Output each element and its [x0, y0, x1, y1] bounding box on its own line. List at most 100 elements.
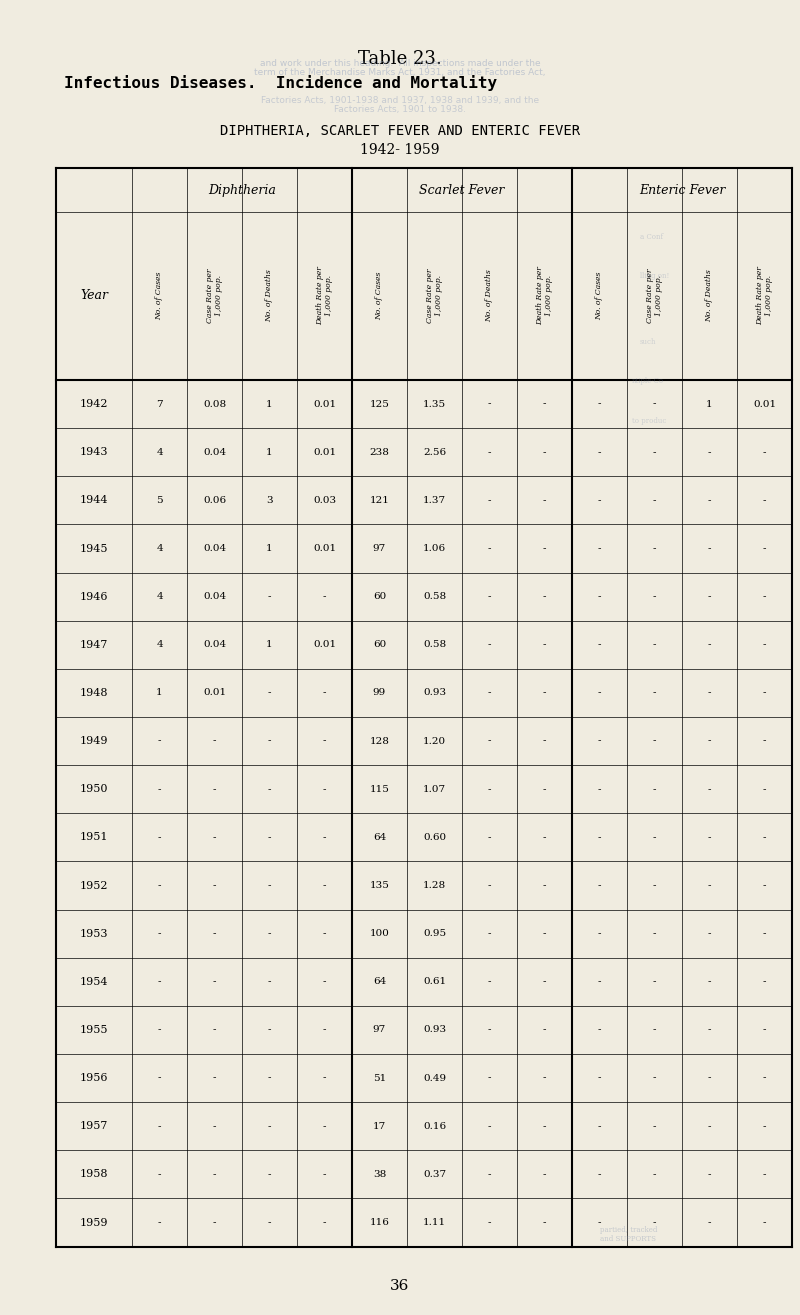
- Text: -: -: [708, 689, 711, 697]
- Text: -: -: [653, 832, 656, 842]
- Text: 1.28: 1.28: [423, 881, 446, 890]
- Text: -: -: [708, 1170, 711, 1180]
- Text: -: -: [213, 785, 216, 794]
- Text: No. of Cases: No. of Cases: [155, 272, 163, 320]
- Text: -: -: [762, 1122, 766, 1131]
- Text: -: -: [762, 689, 766, 697]
- Text: -: -: [213, 1026, 216, 1035]
- Text: -: -: [488, 544, 491, 554]
- Text: -: -: [322, 930, 326, 938]
- Text: -: -: [598, 592, 602, 601]
- Text: Factories Acts, 1901 to 1938.: Factories Acts, 1901 to 1938.: [334, 105, 466, 114]
- Text: -: -: [213, 1218, 216, 1227]
- Text: -: -: [488, 1218, 491, 1227]
- Text: -: -: [542, 689, 546, 697]
- Text: -: -: [488, 496, 491, 505]
- Text: -: -: [542, 785, 546, 794]
- Text: 60: 60: [373, 640, 386, 650]
- Text: 0.01: 0.01: [753, 400, 776, 409]
- Text: -: -: [158, 832, 162, 842]
- Text: -: -: [598, 1170, 602, 1180]
- Text: a Conf: a Conf: [640, 233, 663, 241]
- Text: 99: 99: [373, 689, 386, 697]
- Text: 0.95: 0.95: [423, 930, 446, 938]
- Text: -: -: [213, 1073, 216, 1082]
- Text: -: -: [598, 447, 602, 456]
- Text: -: -: [542, 592, 546, 601]
- Text: -: -: [762, 881, 766, 890]
- Text: 64: 64: [373, 832, 386, 842]
- Text: -: -: [598, 1122, 602, 1131]
- Text: -: -: [653, 544, 656, 554]
- Text: -: -: [762, 1218, 766, 1227]
- Text: No. of Cases: No. of Cases: [375, 272, 383, 320]
- Text: -: -: [322, 592, 326, 601]
- Text: -: -: [542, 400, 546, 409]
- Text: 7: 7: [156, 400, 163, 409]
- Text: 128: 128: [370, 736, 390, 746]
- Text: 1944: 1944: [80, 496, 108, 505]
- Text: -: -: [488, 447, 491, 456]
- Text: -: -: [488, 1073, 491, 1082]
- Text: 0.01: 0.01: [313, 447, 336, 456]
- Text: -: -: [488, 832, 491, 842]
- Text: 0.08: 0.08: [203, 400, 226, 409]
- Text: Case Rate per
1,000 pop.: Case Rate per 1,000 pop.: [426, 268, 443, 323]
- Text: -: -: [158, 1170, 162, 1180]
- Text: 1958: 1958: [80, 1169, 108, 1180]
- Text: -: -: [653, 1218, 656, 1227]
- Text: -: -: [762, 930, 766, 938]
- Text: -: -: [158, 1218, 162, 1227]
- Text: -: -: [598, 881, 602, 890]
- Text: 1955: 1955: [80, 1024, 108, 1035]
- Text: 1946: 1946: [80, 592, 108, 602]
- Text: 0.04: 0.04: [203, 592, 226, 601]
- Text: -: -: [762, 592, 766, 601]
- Text: 115: 115: [370, 785, 390, 794]
- Text: -: -: [488, 1026, 491, 1035]
- Text: -: -: [762, 1026, 766, 1035]
- Text: -: -: [653, 400, 656, 409]
- Text: No. of Cases: No. of Cases: [595, 272, 603, 320]
- Text: 4: 4: [156, 544, 163, 554]
- Text: 1.20: 1.20: [423, 736, 446, 746]
- Text: -: -: [653, 881, 656, 890]
- Text: 0.03: 0.03: [313, 496, 336, 505]
- Text: -: -: [653, 447, 656, 456]
- Text: 135: 135: [370, 881, 390, 890]
- Text: -: -: [213, 1122, 216, 1131]
- Text: -: -: [322, 1026, 326, 1035]
- Text: -: -: [268, 881, 271, 890]
- Text: -: -: [158, 930, 162, 938]
- Text: 4: 4: [156, 447, 163, 456]
- Text: -: -: [158, 1122, 162, 1131]
- Text: -: -: [542, 930, 546, 938]
- Text: 1.35: 1.35: [423, 400, 446, 409]
- Text: -: -: [542, 977, 546, 986]
- Text: -: -: [488, 689, 491, 697]
- Text: 38: 38: [373, 1170, 386, 1180]
- Text: -: -: [542, 1122, 546, 1131]
- Text: -: -: [598, 930, 602, 938]
- Text: Death Rate per
1,000 pop.: Death Rate per 1,000 pop.: [536, 267, 553, 325]
- Text: -: -: [542, 447, 546, 456]
- Text: -: -: [708, 736, 711, 746]
- Text: -: -: [542, 1218, 546, 1227]
- Text: -: -: [653, 1122, 656, 1131]
- Text: 60: 60: [373, 592, 386, 601]
- Text: -: -: [762, 640, 766, 650]
- Text: -: -: [762, 1170, 766, 1180]
- Text: -: -: [653, 1026, 656, 1035]
- Text: 0.06: 0.06: [203, 496, 226, 505]
- Text: -: -: [488, 930, 491, 938]
- Text: -: -: [542, 496, 546, 505]
- Text: No. of Deaths: No. of Deaths: [486, 270, 494, 322]
- Text: -: -: [488, 1170, 491, 1180]
- Text: -: -: [708, 1026, 711, 1035]
- Text: 0.04: 0.04: [203, 640, 226, 650]
- Text: 125: 125: [370, 400, 390, 409]
- Text: and work under this heading.  All inspections made under the: and work under this heading. All inspect…: [260, 59, 540, 68]
- Text: -: -: [268, 736, 271, 746]
- Text: -: -: [598, 544, 602, 554]
- Text: 0.93: 0.93: [423, 1026, 446, 1035]
